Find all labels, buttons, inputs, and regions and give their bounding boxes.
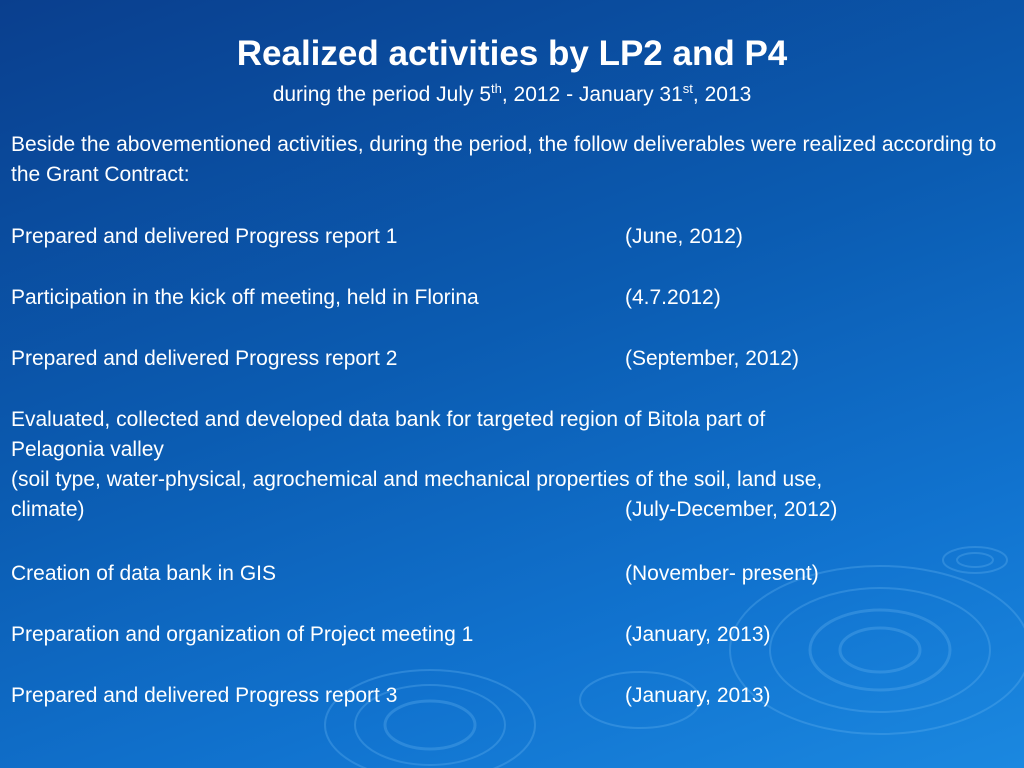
- deliverable-item: Preparation and organization of Project …: [11, 620, 1011, 650]
- deliverable-text: Preparation and organization of Project …: [11, 623, 474, 646]
- slide-subtitle: during the period July 5th, 2012 - Janua…: [0, 82, 1024, 108]
- deliverable-text: climate): [11, 498, 85, 521]
- deliverable-text: Prepared and delivered Progress report 2: [11, 347, 398, 370]
- subtitle-middle: , 2012 - January 31: [501, 83, 683, 106]
- deliverable-last-line: climate) (July-December, 2012): [11, 495, 1011, 525]
- subtitle-suffix: , 2013: [692, 83, 752, 106]
- subtitle-superscript-st: st: [682, 81, 693, 96]
- deliverable-date: (June, 2012): [625, 225, 743, 248]
- deliverable-item: Participation in the kick off meeting, h…: [11, 283, 1011, 313]
- deliverable-date: (July-December, 2012): [625, 498, 838, 521]
- deliverable-text: Creation of data bank in GIS: [11, 562, 276, 585]
- deliverable-date: (January, 2013): [625, 684, 771, 707]
- deliverable-date: (4.7.2012): [625, 286, 721, 309]
- intro-paragraph: Beside the abovementioned activities, du…: [11, 133, 997, 186]
- deliverable-text-line: Evaluated, collected and developed data …: [11, 408, 766, 431]
- deliverable-text-line: (soil type, water-physical, agrochemical…: [11, 468, 823, 491]
- deliverable-text-line: Pelagonia valley: [11, 438, 164, 461]
- deliverable-item: Creation of data bank in GIS (November- …: [11, 559, 1011, 589]
- slide-title: Realized activities by LP2 and P4: [236, 34, 788, 73]
- deliverable-text: Prepared and delivered Progress report 1: [11, 225, 398, 248]
- deliverable-date: (November- present): [625, 562, 819, 585]
- deliverable-text: Prepared and delivered Progress report 3: [11, 684, 398, 707]
- deliverable-item: Prepared and delivered Progress report 2…: [11, 344, 1011, 374]
- deliverable-date: (January, 2013): [625, 623, 771, 646]
- deliverable-date: (September, 2012): [625, 347, 799, 370]
- deliverable-item: Prepared and delivered Progress report 3…: [11, 681, 1011, 711]
- deliverable-text: Participation in the kick off meeting, h…: [11, 286, 479, 309]
- subtitle-superscript-th: th: [491, 81, 502, 96]
- deliverable-item: Prepared and delivered Progress report 1…: [11, 222, 1011, 252]
- deliverable-item-data-bank: Evaluated, collected and developed data …: [11, 405, 1011, 525]
- subtitle-prefix: during the period July 5: [272, 83, 491, 106]
